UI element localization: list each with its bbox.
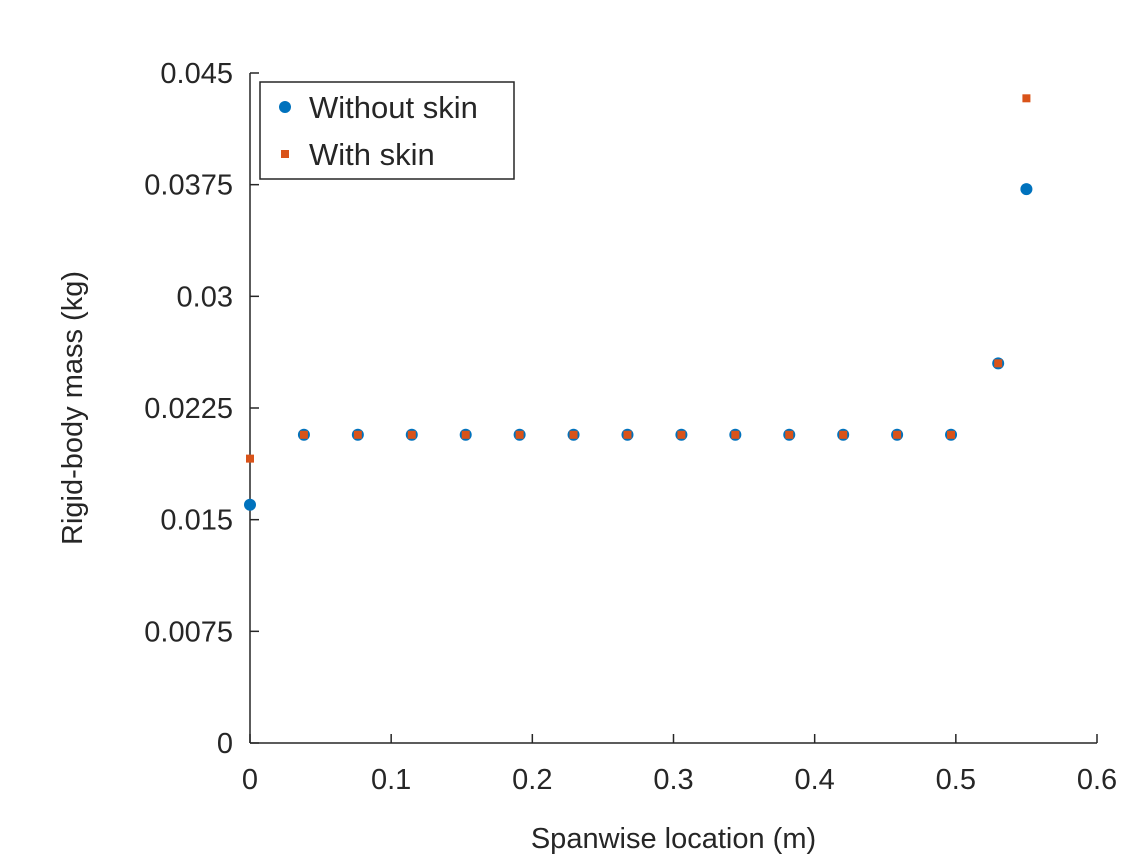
- legend-marker-with-skin: [281, 150, 289, 158]
- y-tick-label: 0.015: [160, 505, 233, 537]
- series-with-skin: [246, 94, 1031, 463]
- data-point: [407, 430, 416, 439]
- x-tick-label: 0.4: [795, 764, 835, 796]
- data-point: [246, 454, 254, 463]
- legend: Without skin With skin: [259, 81, 515, 180]
- data-point: [461, 430, 470, 439]
- y-tick-label: 0.0075: [144, 616, 233, 648]
- data-point: [299, 430, 308, 439]
- legend-marker-without-skin: [279, 101, 291, 113]
- data-point: [947, 430, 956, 439]
- data-series: [244, 94, 1033, 511]
- data-point: [839, 430, 848, 439]
- data-point: [569, 430, 578, 439]
- legend-label-with-skin: With skin: [309, 137, 435, 172]
- data-point: [731, 430, 740, 439]
- y-axis-ticks: 0 0.0075 0.015 0.0225 0.03 0.0375 0.045: [144, 58, 259, 760]
- data-point: [623, 430, 632, 439]
- x-tick-label: 0.2: [512, 764, 552, 796]
- data-point: [1020, 183, 1033, 196]
- data-point: [785, 430, 794, 439]
- data-point: [515, 430, 524, 439]
- x-axis-ticks: 0 0.1 0.2 0.3 0.4 0.5 0.6: [242, 734, 1117, 796]
- data-point: [893, 430, 902, 439]
- x-axis-label: Spanwise location (m): [531, 823, 816, 855]
- x-tick-label: 0.5: [936, 764, 976, 796]
- legend-label-without-skin: Without skin: [309, 90, 478, 125]
- y-tick-label: 0.03: [177, 281, 233, 313]
- data-point: [677, 430, 686, 439]
- y-tick-label: 0: [217, 728, 233, 760]
- data-point: [353, 430, 362, 439]
- x-tick-label: 0: [242, 764, 258, 796]
- x-tick-label: 0.3: [653, 764, 693, 796]
- y-tick-label: 0.045: [160, 58, 233, 90]
- y-tick-label: 0.0375: [144, 170, 233, 202]
- x-tick-label: 0.1: [371, 764, 411, 796]
- y-axis-label: Rigid-body mass (kg): [57, 271, 89, 545]
- data-point: [244, 498, 256, 511]
- x-tick-label: 0.6: [1077, 764, 1117, 796]
- data-point: [994, 359, 1003, 368]
- legend-box: [259, 81, 515, 180]
- data-point: [1022, 94, 1031, 103]
- y-tick-label: 0.0225: [144, 393, 233, 425]
